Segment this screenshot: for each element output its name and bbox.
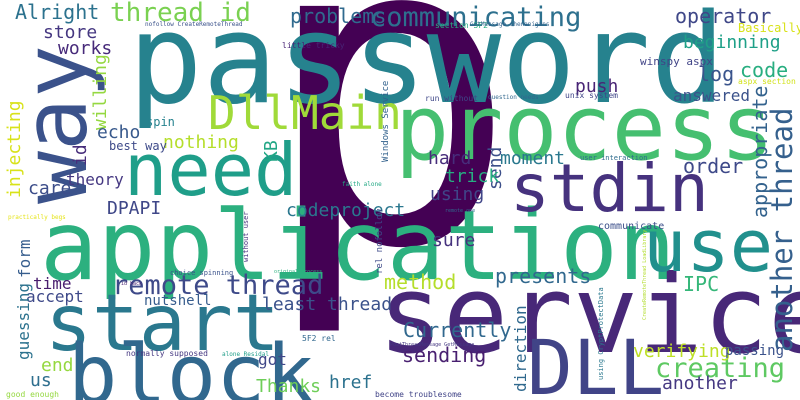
word-us: us bbox=[30, 370, 52, 391]
word-5f2-rel: 5F2 rel bbox=[302, 334, 336, 343]
word-guessing: guessing bbox=[14, 282, 33, 360]
word-without-user: without user bbox=[242, 211, 250, 262]
word-log: log bbox=[698, 62, 735, 86]
word-need: need bbox=[124, 128, 298, 212]
word-run-without: run without bbox=[425, 94, 478, 103]
word-basically: Basically bbox=[738, 21, 800, 35]
word-theory: theory bbox=[66, 170, 124, 189]
word-ipc: IPC bbox=[683, 272, 720, 296]
word-code: code bbox=[740, 58, 789, 82]
word-another-thread: another thread bbox=[765, 107, 799, 352]
word-getmessage-shenanigans: GetMessage shenanigans bbox=[470, 21, 550, 28]
word-problems: problems bbox=[290, 4, 387, 28]
word-appropriate: appropriate bbox=[748, 85, 772, 218]
word-spin: spin bbox=[146, 115, 175, 129]
word-normally-supposed: normally supposed bbox=[126, 349, 208, 358]
word-application: application bbox=[40, 190, 676, 302]
word-echo: echo bbox=[97, 122, 141, 143]
word-form: form bbox=[15, 239, 34, 278]
word-using-cryptprotectdata: using CryptProtectData bbox=[597, 287, 605, 380]
word-faith-alone: faith alone bbox=[342, 181, 382, 188]
word-block: block bbox=[68, 328, 315, 400]
word-alone-residal: alone Residal bbox=[222, 351, 269, 358]
word-end: end bbox=[41, 355, 74, 376]
word-another: another bbox=[662, 373, 738, 394]
word-thanks: Thanks bbox=[256, 376, 322, 397]
word-practically-begs: practically begs bbox=[8, 214, 66, 221]
word-alright: Alright bbox=[15, 0, 100, 24]
word-accept: accept bbox=[26, 287, 84, 306]
word-presents: presents bbox=[495, 264, 592, 288]
word-sure: sure bbox=[432, 230, 476, 251]
word-rel-nofollow: rel nofollow bbox=[375, 208, 385, 274]
word-little-tricky: little tricky bbox=[282, 41, 345, 50]
word-direction: direction bbox=[511, 305, 530, 392]
word-kb: KB bbox=[261, 140, 282, 162]
word-beginning: beginning bbox=[683, 32, 781, 53]
word-answered: answered bbox=[673, 86, 751, 105]
word-createremotethread-loadlibrary: CreateRemoteThread LoadLibrary bbox=[642, 229, 648, 320]
word-id-back: id back bbox=[121, 281, 143, 287]
word-dpapi: DPAPI bbox=[107, 198, 162, 219]
word-store: store bbox=[43, 22, 98, 43]
word-passing: passing bbox=[725, 343, 785, 359]
word-verifying: verifying bbox=[633, 341, 731, 362]
word-works: works bbox=[58, 38, 113, 59]
word-moment: moment bbox=[500, 148, 566, 169]
word-nutshell: nutshell bbox=[144, 293, 212, 309]
word-creating: creating bbox=[655, 353, 786, 384]
word-using: using bbox=[430, 184, 485, 205]
word-dllmain: DllMain bbox=[208, 86, 402, 140]
word-codeproject: codeproject bbox=[286, 200, 406, 221]
word-href: href bbox=[329, 372, 373, 393]
word-section-5f2: section 5F2 bbox=[435, 21, 488, 30]
word-method: method bbox=[384, 270, 457, 294]
word-got: got bbox=[258, 350, 287, 369]
word-winspy-aspx: winspy aspx bbox=[640, 55, 713, 68]
word-thread-id: thread id bbox=[110, 0, 251, 28]
word-good-enough: good enough bbox=[6, 390, 59, 399]
word-trick: trick bbox=[445, 166, 500, 187]
word-currently: Currently bbox=[403, 318, 512, 342]
word-communicate: communicate bbox=[598, 221, 665, 232]
word-willing: willing bbox=[90, 54, 111, 130]
word-original-process: original process bbox=[274, 269, 323, 275]
word-push: push bbox=[575, 76, 619, 97]
word-best-way: best way bbox=[109, 139, 167, 153]
word-choice-spinning: choice spinning bbox=[170, 269, 234, 277]
word-least-thread: least thread bbox=[262, 294, 393, 315]
word-care: care bbox=[28, 178, 72, 199]
word-time: time bbox=[33, 274, 72, 293]
word-id: id bbox=[70, 144, 91, 166]
word-injecting: injecting bbox=[4, 100, 25, 198]
word-order: order bbox=[683, 154, 744, 178]
word-dll: DLL bbox=[527, 323, 665, 400]
word-sending: sending bbox=[402, 343, 487, 367]
word-p: p bbox=[260, 0, 519, 343]
word-postthreadmessage-getmessage: PostThreadMessage GetMessage bbox=[390, 342, 475, 348]
word-nothing: nothing bbox=[163, 132, 239, 153]
word-nofollow-createremotethread: nofollow CreateRemoteThread bbox=[145, 21, 243, 28]
word-process: process bbox=[395, 76, 775, 181]
word-hard: hard bbox=[428, 148, 472, 169]
word-unix-system: unix system bbox=[565, 91, 618, 100]
word-operator: operator bbox=[675, 4, 772, 28]
word-become-troublesome: become troublesome bbox=[375, 390, 462, 399]
word-start: start bbox=[45, 279, 280, 369]
word-password: password bbox=[128, 0, 726, 132]
word-remote-one: remote one bbox=[445, 208, 476, 214]
word-user-interaction: user interaction bbox=[580, 154, 648, 162]
word-communicating: communicating bbox=[370, 2, 582, 33]
word-use: use bbox=[643, 204, 774, 288]
word-stdin: stdin bbox=[510, 150, 709, 227]
word-service: service bbox=[378, 253, 800, 378]
word-windows-service: Windows Service bbox=[381, 80, 391, 162]
word-aspx-section: aspx section bbox=[738, 77, 796, 86]
word-remote-thread: remote thread bbox=[112, 270, 324, 301]
word-question-needs: question needs bbox=[488, 94, 539, 101]
